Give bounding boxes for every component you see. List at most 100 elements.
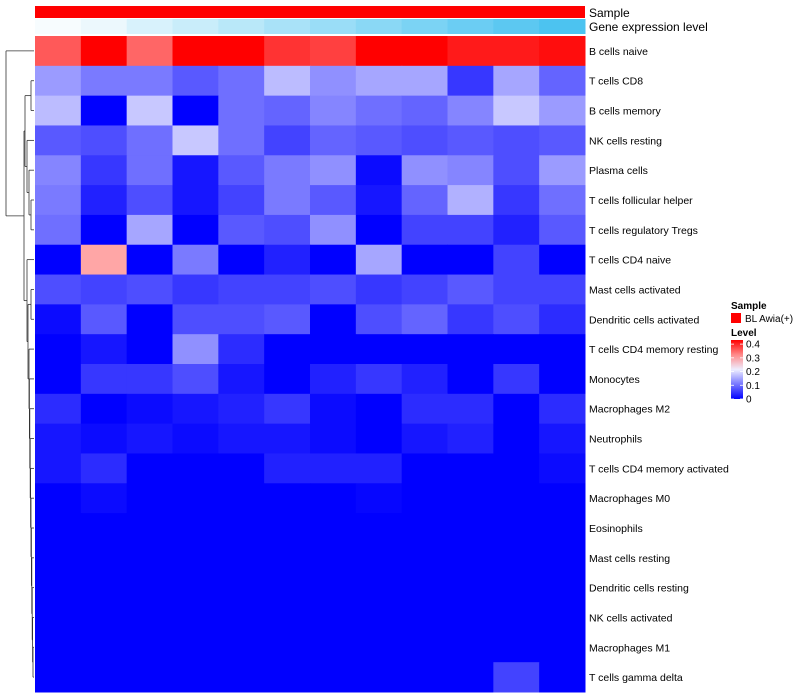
heatmap-cell <box>493 36 540 67</box>
expression-annotation-cell <box>35 19 82 34</box>
heatmap-cell <box>264 304 311 335</box>
heatmap-cell <box>401 423 448 454</box>
heatmap-cell <box>310 364 357 395</box>
heatmap-cell <box>264 632 311 663</box>
heatmap-cell <box>172 602 219 633</box>
heatmap-cells <box>35 36 586 693</box>
heatmap-cell <box>35 65 82 97</box>
heatmap-cell <box>218 662 265 693</box>
heatmap-cell <box>264 334 311 365</box>
heatmap-cell <box>401 214 448 246</box>
heatmap-cell <box>172 662 219 693</box>
heatmap-cell <box>80 453 128 484</box>
heatmap-cell <box>355 364 403 395</box>
heatmap-cell <box>172 155 219 186</box>
heatmap-cell <box>493 244 540 276</box>
heatmap-cell <box>35 185 82 216</box>
heatmap-cell <box>172 244 219 276</box>
row-label: T cells CD4 memory resting <box>589 344 718 356</box>
sample-annotation-bar <box>35 6 585 18</box>
heatmap-cell <box>447 304 494 335</box>
heatmap-cell <box>401 155 448 186</box>
heatmap-cell <box>493 483 540 514</box>
heatmap-cell <box>539 602 586 633</box>
heatmap-cell <box>447 542 494 574</box>
heatmap-cell <box>355 602 403 633</box>
heatmap-cell <box>447 274 494 305</box>
heatmap-cell <box>35 453 82 484</box>
legend-tick-label: 0.4 <box>746 340 760 351</box>
annotation-bars <box>35 6 586 34</box>
heatmap-cell <box>493 393 540 425</box>
heatmap-cell <box>80 393 128 425</box>
heatmap-cell <box>126 244 173 276</box>
row-label: Mast cells resting <box>589 553 670 565</box>
heatmap-cell <box>355 214 403 246</box>
heatmap-cell <box>80 36 128 67</box>
heatmap-cell <box>401 65 448 97</box>
heatmap-cell <box>264 423 311 454</box>
heatmap-cell <box>35 393 82 425</box>
heatmap-cell <box>264 393 311 425</box>
heatmap-cell <box>218 602 265 633</box>
heatmap-cell <box>264 244 311 276</box>
heatmap-cell <box>80 542 128 574</box>
heatmap-cell <box>126 572 173 604</box>
heatmap-cell <box>172 274 219 305</box>
heatmap-cell <box>493 662 540 693</box>
legend: Sample BL Awia(+) Level 0.4 0.3 0.2 0.1 0 <box>731 301 793 406</box>
heatmap-cell <box>539 364 586 395</box>
heatmap-cell <box>493 274 540 305</box>
heatmap-cell <box>310 274 357 305</box>
heatmap-cell <box>355 125 403 156</box>
heatmap-cell <box>172 304 219 335</box>
heatmap-cell <box>355 632 403 663</box>
heatmap-cell <box>355 662 403 693</box>
heatmap-cell <box>80 95 128 126</box>
heatmap-cell <box>172 65 219 97</box>
heatmap-cell <box>126 662 173 693</box>
heatmap-cell <box>493 632 540 663</box>
heatmap-cell <box>35 155 82 186</box>
heatmap-cell <box>35 542 82 574</box>
heatmap-cell <box>80 65 128 97</box>
heatmap-cell <box>172 214 219 246</box>
heatmap-cell <box>126 65 173 97</box>
heatmap-cell <box>539 662 586 693</box>
heatmap-cell <box>310 483 357 514</box>
heatmap-cell <box>539 36 586 67</box>
row-label: Eosinophils <box>589 523 643 535</box>
legend-tick-label: 0.2 <box>746 367 760 378</box>
heatmap-cell <box>310 572 357 604</box>
heatmap-cell <box>493 602 540 633</box>
heatmap-cell <box>218 36 265 67</box>
heatmap-cell <box>126 453 173 484</box>
heatmap-cell <box>126 304 173 335</box>
heatmap-cell <box>310 95 357 126</box>
heatmap-cell <box>493 304 540 335</box>
heatmap-cell <box>35 572 82 604</box>
heatmap-cell <box>80 632 128 663</box>
heatmap-cell <box>35 95 82 126</box>
heatmap-cell <box>310 662 357 693</box>
row-label: Mast cells activated <box>589 284 681 296</box>
heatmap-cell <box>310 334 357 365</box>
heatmap-cell <box>539 155 586 186</box>
heatmap-cell <box>355 513 403 544</box>
heatmap-cell <box>80 125 128 156</box>
heatmap-cell <box>310 453 357 484</box>
row-label: T cells regulatory Tregs <box>589 225 698 237</box>
sample-annotation-label: Sample <box>589 6 630 20</box>
heatmap-cell <box>80 214 128 246</box>
heatmap-cell <box>35 483 82 514</box>
heatmap-cell <box>310 155 357 186</box>
heatmap-cell <box>447 513 494 544</box>
heatmap-cell <box>447 244 494 276</box>
heatmap-cell <box>35 244 82 276</box>
heatmap-cell <box>126 274 173 305</box>
heatmap-cell <box>310 602 357 633</box>
heatmap-cell <box>172 334 219 365</box>
heatmap-cell <box>401 244 448 276</box>
heatmap-cell <box>80 185 128 216</box>
